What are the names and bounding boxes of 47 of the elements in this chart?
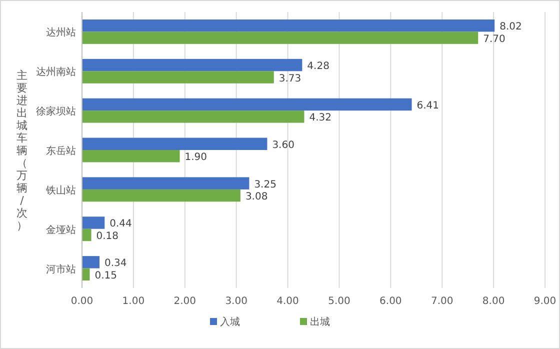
- data-label: 3.08: [245, 192, 268, 203]
- bar: [82, 138, 268, 150]
- y-tick-label: 东岳站: [46, 145, 76, 157]
- bar: [82, 228, 92, 242]
- data-label: 8.02: [500, 22, 522, 33]
- bar: [82, 110, 304, 123]
- data-label: 0.15: [94, 270, 117, 282]
- bar: [82, 32, 478, 44]
- data-label: 3.25: [254, 179, 276, 190]
- bar: [82, 256, 100, 268]
- legend-label: 入城: [220, 316, 240, 328]
- data-label: 0.18: [96, 230, 119, 242]
- legend-label: 出城: [310, 316, 330, 328]
- data-label: 4.28: [307, 61, 330, 72]
- x-tick-label: 8.00: [482, 296, 505, 307]
- x-tick-label: 9.00: [534, 296, 556, 307]
- x-tick-label: 6.00: [380, 296, 402, 307]
- data-label: 3.60: [272, 140, 294, 151]
- x-tick-label: 7.00: [430, 296, 454, 307]
- data-label: 3.73: [278, 73, 302, 84]
- y-tick-label: 达州站: [46, 26, 76, 39]
- x-tick-label: 2.00: [174, 296, 196, 307]
- x-tick-label: 1.00: [122, 296, 145, 307]
- text: 主要进出城车辆（万辆/次）: [16, 69, 28, 232]
- y-tick-label: 金垭站: [46, 224, 76, 236]
- data-label: 6.41: [416, 100, 440, 112]
- x-tick-label: 3.00: [225, 296, 248, 307]
- bar: [82, 58, 302, 72]
- bar: [82, 189, 240, 202]
- x-tick-label: 4.00: [276, 296, 299, 307]
- bar: [82, 71, 274, 84]
- x-tick-label: 0.00: [70, 296, 94, 307]
- bar: [82, 150, 180, 162]
- bar: [82, 216, 105, 229]
- x-tick-label: 5.00: [328, 296, 350, 307]
- bar: [82, 98, 412, 111]
- y-tick-label: 河市站: [46, 263, 76, 276]
- data-label: 0.44: [110, 218, 132, 230]
- y-tick-label: 达州南站: [36, 66, 76, 78]
- bar: [82, 19, 495, 32]
- data-label: 7.70: [483, 34, 506, 45]
- data-label: 1.90: [184, 152, 208, 164]
- bar: [82, 177, 250, 190]
- data-label: 4.32: [309, 112, 332, 124]
- data-label: 0.34: [104, 258, 127, 270]
- y-tick-label: 徐家坝站: [36, 106, 76, 118]
- y-tick-label: 铁山站: [45, 184, 76, 196]
